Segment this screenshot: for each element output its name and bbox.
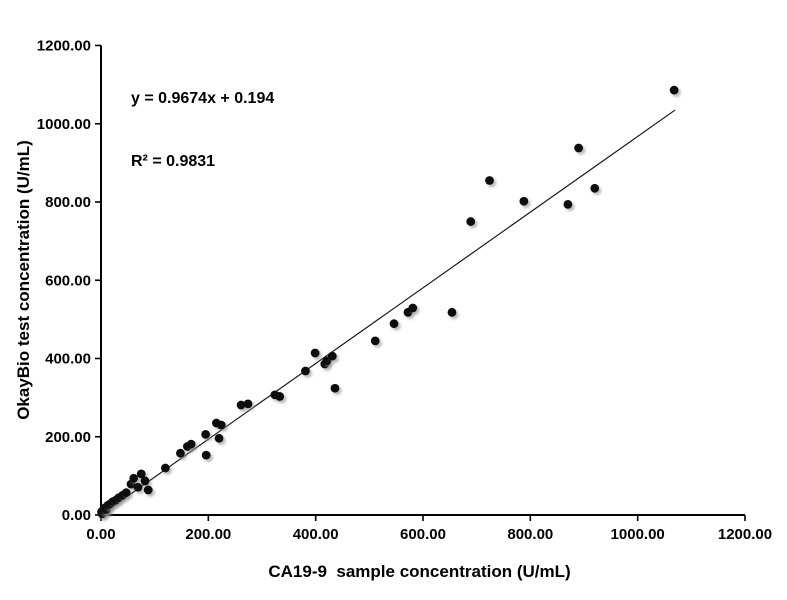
y-tick-label: 600.00 [45,272,91,289]
x-axis-title: CA19-9 sample concentration (U/mL) [268,562,571,581]
data-point [216,420,226,430]
y-tick-label: 1200.00 [37,38,91,55]
y-tick-label: 0.00 [62,507,91,524]
y-tick-label: 400.00 [45,351,91,368]
data-point [370,336,380,346]
data-point [201,430,211,439]
data-point [136,469,146,479]
trendline-equation: y = 0.9674x + 0.194 R² = 0.9831 [131,46,274,214]
data-point [140,476,150,486]
data-point [389,319,399,329]
trendline [100,109,676,516]
x-tick-label: 1200.00 [718,526,772,543]
x-tick-label: 400.00 [293,526,339,543]
x-tick-label: 1000.00 [611,526,665,543]
y-tick-label: 1000.00 [37,116,91,133]
data-point [275,392,285,401]
data-point [133,482,143,492]
data-point [590,183,600,193]
x-tick-label: 200.00 [185,526,231,543]
data-point [447,307,457,317]
data-point [519,196,529,206]
equation-text: y = 0.9674x + 0.194 [131,90,275,107]
data-point [485,176,494,185]
data-point [186,439,196,449]
y-tick-label: 800.00 [45,194,91,211]
data-point [143,485,153,495]
data-point [330,383,340,393]
data-point [563,199,573,209]
x-tick-label: 0.00 [86,526,115,543]
data-point [236,400,246,410]
data-point [121,488,131,498]
data-point [310,348,320,358]
axes: 0.00 200.00 400.00 600.00 800.00 1000.00 1200.… [37,38,772,544]
y-axis-title: OkayBio test concentration (U/mL) [14,140,33,420]
x-tick-label: 800.00 [507,526,553,543]
data-point [161,463,170,473]
data-series [97,85,679,519]
data-point [301,366,310,376]
data-point [243,399,253,409]
x-tick-label: 600.00 [400,526,446,543]
r-squared-text: R² = 0.9831 [131,153,216,170]
data-point [214,433,224,443]
data-point [201,450,211,460]
data-point [176,448,185,458]
data-point [408,303,418,313]
y-tick-label: 200.00 [45,429,91,446]
data-point [574,143,584,153]
data-point [466,217,476,226]
data-point [327,351,337,361]
data-point [129,473,139,483]
data-point [669,85,679,95]
